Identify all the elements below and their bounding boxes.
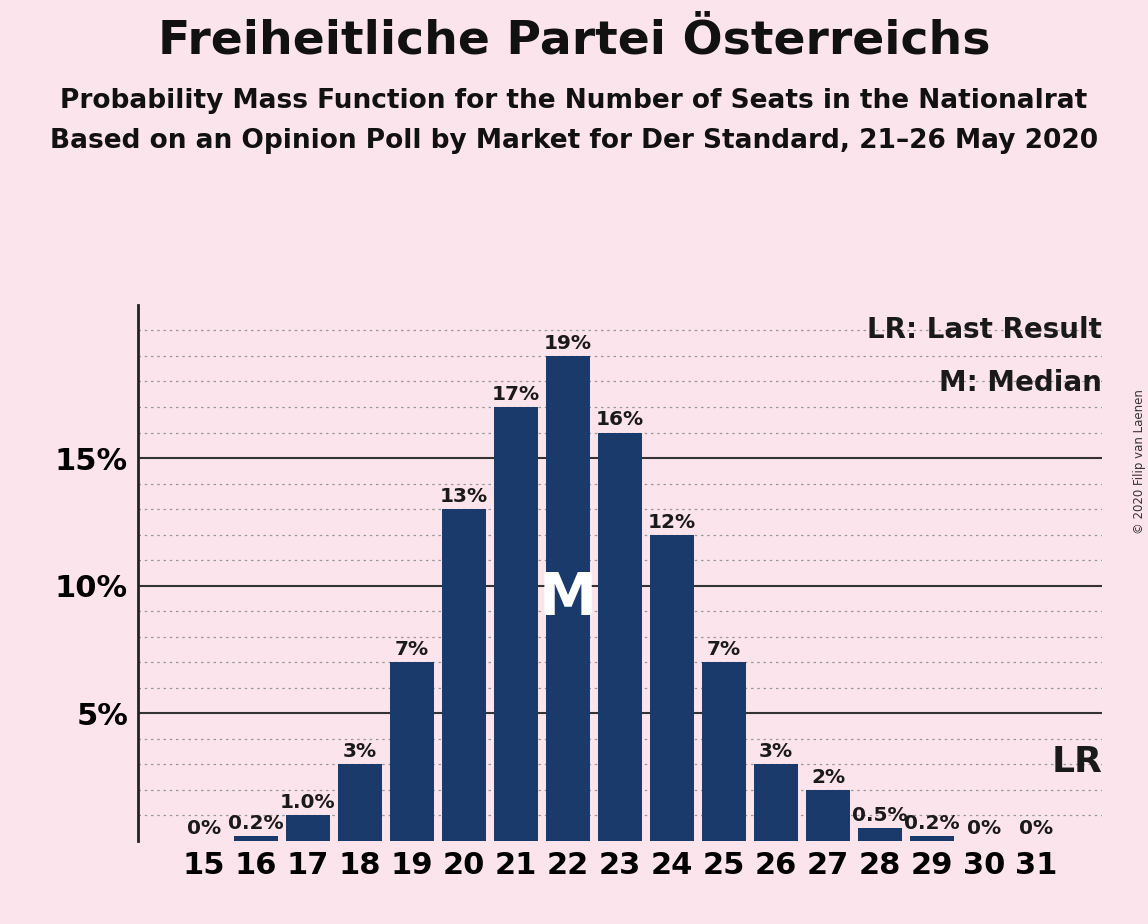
- Text: LR: Last Result: LR: Last Result: [867, 316, 1102, 344]
- Bar: [806, 790, 851, 841]
- Text: Based on an Opinion Poll by Market for Der Standard, 21–26 May 2020: Based on an Opinion Poll by Market for D…: [49, 128, 1099, 153]
- Text: 16%: 16%: [596, 410, 644, 430]
- Text: 0%: 0%: [967, 819, 1001, 838]
- Text: 0.2%: 0.2%: [228, 814, 284, 833]
- Text: 13%: 13%: [440, 487, 488, 506]
- Bar: [286, 815, 329, 841]
- Text: M: Median: M: Median: [939, 370, 1102, 397]
- Bar: [650, 535, 695, 841]
- Text: 19%: 19%: [544, 334, 592, 353]
- Text: 1.0%: 1.0%: [280, 794, 335, 812]
- Bar: [598, 432, 642, 841]
- Bar: [545, 356, 590, 841]
- Bar: [494, 407, 538, 841]
- Bar: [389, 663, 434, 841]
- Text: 0%: 0%: [1019, 819, 1053, 838]
- Bar: [754, 764, 798, 841]
- Text: 3%: 3%: [759, 742, 793, 761]
- Text: © 2020 Filip van Laenen: © 2020 Filip van Laenen: [1133, 390, 1146, 534]
- Text: M: M: [538, 570, 597, 626]
- Text: 12%: 12%: [647, 513, 696, 531]
- Text: 0%: 0%: [187, 819, 220, 838]
- Text: Freiheitliche Partei Österreichs: Freiheitliche Partei Österreichs: [157, 18, 991, 64]
- Text: 0.5%: 0.5%: [852, 806, 908, 825]
- Text: Probability Mass Function for the Number of Seats in the Nationalrat: Probability Mass Function for the Number…: [61, 88, 1087, 114]
- Bar: [701, 663, 746, 841]
- Bar: [338, 764, 382, 841]
- Text: 7%: 7%: [395, 640, 429, 659]
- Text: 2%: 2%: [810, 768, 845, 786]
- Bar: [910, 835, 954, 841]
- Text: 17%: 17%: [491, 385, 540, 404]
- Bar: [858, 828, 902, 841]
- Bar: [442, 509, 486, 841]
- Text: 0.2%: 0.2%: [905, 814, 960, 833]
- Bar: [234, 835, 278, 841]
- Text: 3%: 3%: [343, 742, 377, 761]
- Text: LR: LR: [1052, 746, 1102, 779]
- Text: 7%: 7%: [707, 640, 742, 659]
